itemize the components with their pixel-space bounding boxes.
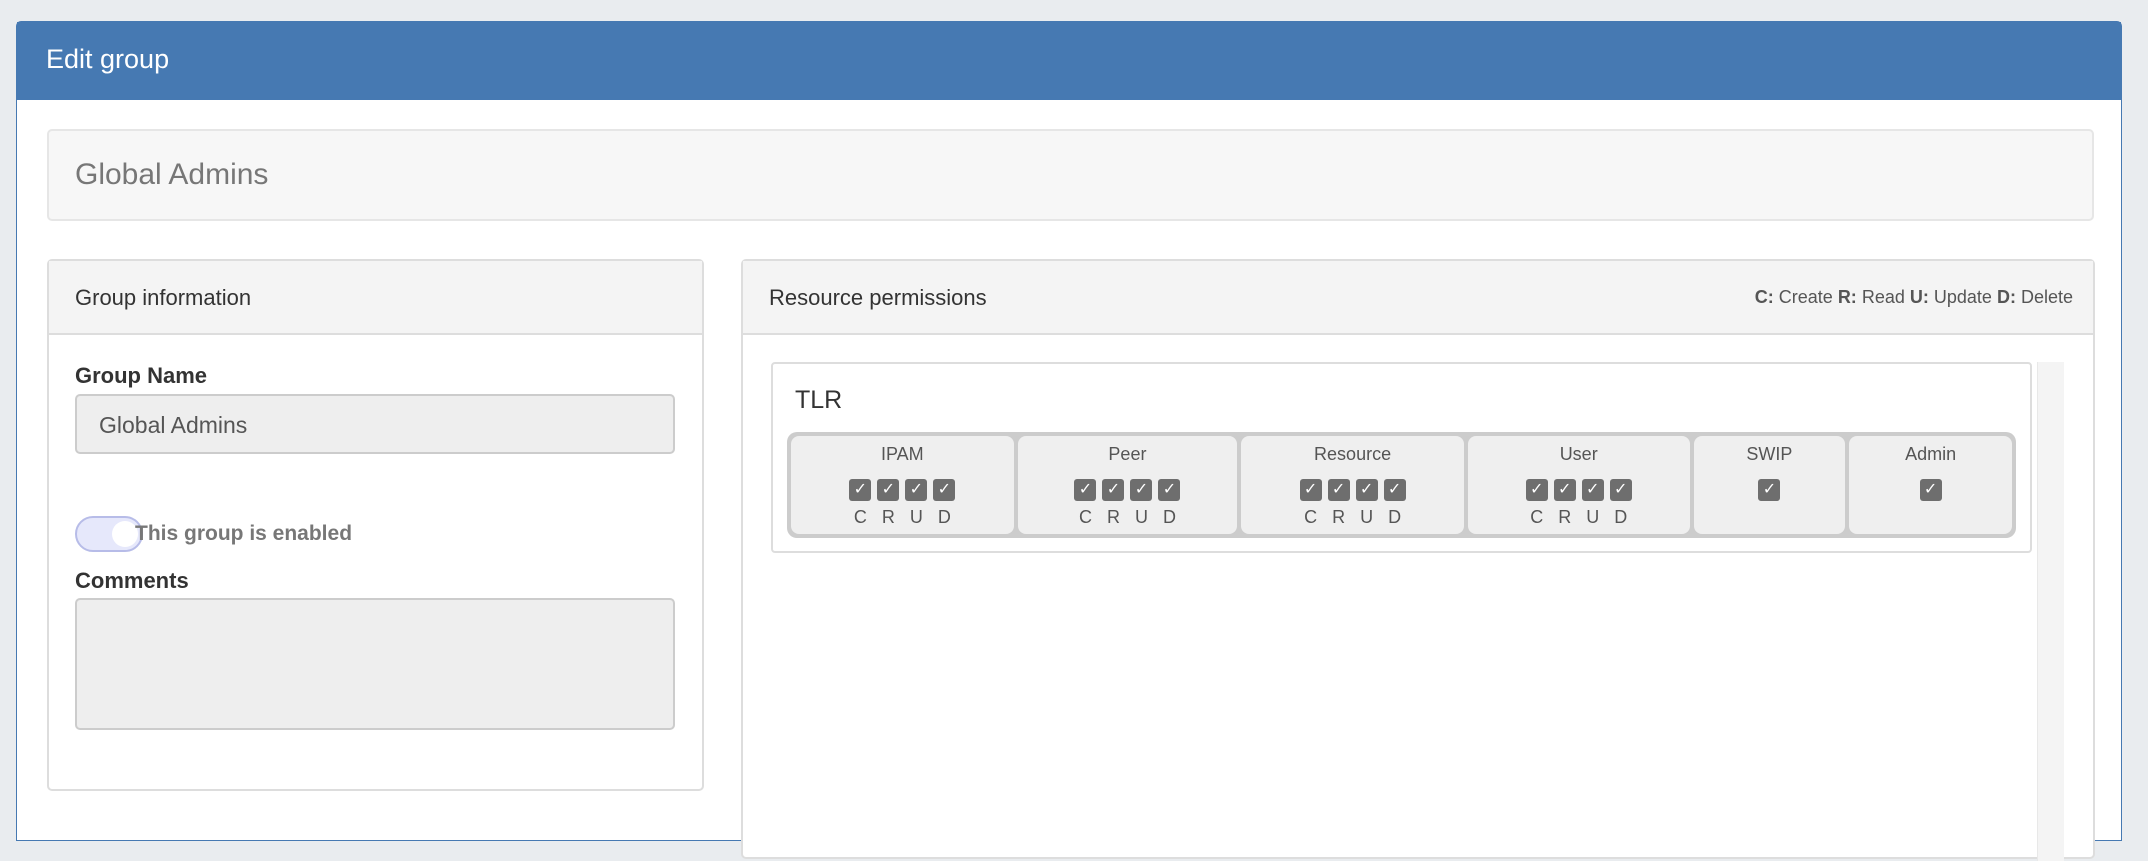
permission-group-label: SWIP (1746, 444, 1793, 464)
crud-letter: C (853, 507, 867, 527)
legend-text: Read (1861, 287, 1905, 307)
group-name-input[interactable]: Global Admins (75, 394, 675, 454)
checkbox-checked-icon[interactable]: ✓ (1102, 479, 1125, 501)
crud-letter: C (1078, 507, 1092, 527)
group-title: Global Admins (47, 129, 2094, 221)
checkbox-checked-icon[interactable]: ✓ (877, 479, 900, 501)
resource-permissions-panel: Resource permissions C: Create R: Read U… (741, 259, 2095, 861)
group-name-label: Group Name (75, 363, 208, 388)
section-title: TLR (795, 386, 843, 414)
permission-group-label: Peer (1108, 444, 1147, 464)
checkbox-checked-icon[interactable]: ✓ (1074, 479, 1097, 501)
crud-letter: U (1134, 507, 1148, 527)
legend-text: Delete (2020, 287, 2073, 307)
crud-letter: D (937, 507, 951, 527)
crud-letter: D (1162, 507, 1176, 527)
legend-key: U: (1909, 287, 1929, 307)
checkbox-checked-icon[interactable]: ✓ (849, 479, 872, 501)
checkbox-checked-icon[interactable]: ✓ (1299, 479, 1322, 501)
checkbox-checked-icon[interactable]: ✓ (1553, 479, 1576, 501)
checkbox-checked-icon[interactable]: ✓ (1758, 479, 1781, 501)
crud-letter: R (1106, 507, 1120, 527)
legend-key: R: (1837, 287, 1857, 307)
toggle-knob (112, 521, 138, 547)
legend-key: C: (1754, 287, 1774, 307)
permission-group-resource: Resource ✓ ✓ ✓ ✓ C R U D (1241, 436, 1464, 534)
checkbox-checked-icon[interactable]: ✓ (1158, 479, 1181, 501)
permission-group-label: Resource (1314, 444, 1392, 464)
permission-group-peer: Peer ✓ ✓ ✓ ✓ C R U D (1017, 436, 1238, 534)
panel-title: Resource permissions C: Create R: Read U… (743, 261, 2093, 335)
permission-group-ipam: IPAM ✓ ✓ ✓ ✓ C R U D (791, 436, 1014, 534)
checkbox-checked-icon[interactable]: ✓ (1581, 479, 1604, 501)
legend-text: Update (1933, 287, 1992, 307)
panel-title: Group information (49, 261, 702, 335)
permission-group-user: User ✓ ✓ ✓ ✓ C R U D (1467, 436, 1690, 534)
panel-title-text: Resource permissions (769, 285, 987, 310)
checkbox-checked-icon[interactable]: ✓ (905, 479, 928, 501)
checkbox-checked-icon[interactable]: ✓ (1525, 479, 1548, 501)
comments-label: Comments (75, 568, 189, 593)
edit-group-modal: Edit group Global Admins Group informati… (16, 21, 2122, 861)
permission-group-label: Admin (1905, 444, 1957, 464)
checkbox-checked-icon[interactable]: ✓ (1130, 479, 1153, 501)
legend-key: D: (1996, 287, 2016, 307)
crud-letter: R (881, 507, 895, 527)
crud-letter: R (1332, 507, 1346, 527)
permission-group-label: User (1559, 444, 1598, 464)
permission-group-swip: SWIP ✓ (1693, 436, 1846, 534)
scrollbar[interactable] (2037, 362, 2064, 861)
permission-group-admin: Admin ✓ (1849, 436, 2012, 534)
modal-title: Edit group (17, 22, 2121, 100)
legend-text: Create (1778, 287, 1833, 307)
permission-grid: IPAM ✓ ✓ ✓ ✓ C R U D Peer ✓ ✓ ✓ ✓ C R U D Resource ✓ ✓ ✓ ✓ C R U D… (787, 432, 2016, 538)
crud-letter: C (1530, 507, 1544, 527)
crud-letter: D (1388, 507, 1402, 527)
crud-letter: U (1586, 507, 1600, 527)
permission-group-label: IPAM (880, 444, 924, 464)
crud-legend: C: Create R: Read U: Update D: Delete (1755, 287, 2073, 308)
crud-letter: D (1614, 507, 1628, 527)
group-information-panel: Group information Group Name Global Admi… (47, 259, 704, 791)
tlr-card: TLR IPAM ✓ ✓ ✓ ✓ C R U D Peer ✓ ✓ ✓ ✓ C R U D Resource ✓ ✓ ✓ ✓… (771, 362, 2032, 553)
checkbox-checked-icon[interactable]: ✓ (1919, 479, 1942, 501)
enabled-toggle[interactable] (75, 516, 143, 552)
checkbox-checked-icon[interactable]: ✓ (933, 479, 956, 501)
crud-letter: U (1360, 507, 1374, 527)
crud-letter: C (1304, 507, 1318, 527)
enabled-label: This group is enabled (135, 522, 353, 545)
crud-letter: R (1558, 507, 1572, 527)
checkbox-checked-icon[interactable]: ✓ (1355, 479, 1378, 501)
checkbox-checked-icon[interactable]: ✓ (1327, 479, 1350, 501)
checkbox-checked-icon[interactable]: ✓ (1609, 479, 1632, 501)
comments-textarea[interactable] (75, 598, 675, 730)
checkbox-checked-icon[interactable]: ✓ (1383, 479, 1406, 501)
crud-letter: U (909, 507, 923, 527)
